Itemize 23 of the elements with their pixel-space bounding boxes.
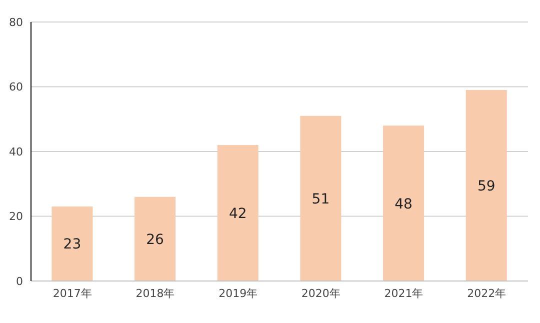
x-tick-label: 2021年 bbox=[384, 286, 424, 300]
x-tick-label: 2018年 bbox=[136, 286, 175, 300]
bar bbox=[134, 196, 176, 281]
data-label: 48 bbox=[394, 196, 412, 212]
data-label: 42 bbox=[228, 206, 247, 222]
y-tick-label: 20 bbox=[9, 210, 23, 224]
y-tick-label: 0 bbox=[16, 274, 23, 288]
x-tick-label: 2019年 bbox=[218, 286, 258, 300]
y-tick-label: 60 bbox=[9, 80, 23, 94]
data-label: 23 bbox=[63, 236, 82, 253]
x-tick-label: 2020年 bbox=[301, 286, 340, 300]
x-tick-label: 2022年 bbox=[467, 286, 506, 300]
y-tick-label: 40 bbox=[9, 145, 23, 158]
data-label: 59 bbox=[477, 178, 496, 194]
bar bbox=[466, 90, 507, 281]
bar bbox=[383, 126, 424, 281]
data-label: 26 bbox=[146, 232, 164, 248]
bar bbox=[217, 145, 258, 281]
y-tick-label: 80 bbox=[9, 16, 23, 29]
data-label: 51 bbox=[312, 191, 330, 208]
bar bbox=[300, 116, 342, 281]
x-tick-label: 2017年 bbox=[52, 286, 92, 300]
bar bbox=[52, 206, 93, 281]
